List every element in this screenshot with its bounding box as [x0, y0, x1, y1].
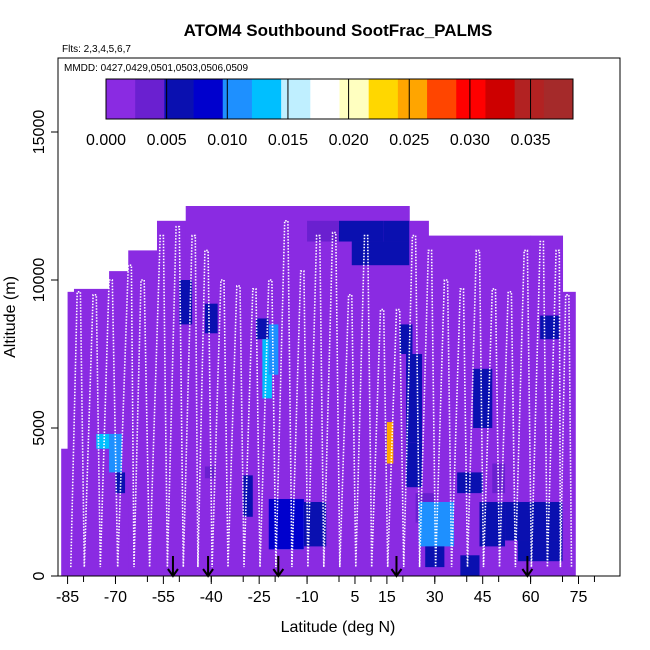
chart-title: ATOM4 Southbound SootFrac_PALMS	[184, 21, 493, 40]
y-axis-label: Altitude (m)	[2, 276, 19, 358]
colorbar-tick-label-2: 0.010	[207, 132, 247, 149]
heat-cell-11	[268, 499, 304, 550]
colorbar-tick-label-1: 0.005	[147, 132, 187, 149]
x-tick-label-7: 15	[378, 589, 396, 606]
heat-cell-0	[96, 433, 110, 449]
x-tick-label-10: 60	[522, 589, 540, 606]
colorbar-swatch-10	[397, 79, 428, 119]
colorbar-tick-label-6: 0.030	[450, 132, 490, 149]
colorbar-swatch-13	[485, 79, 516, 119]
x-tick-label-8: 30	[426, 589, 444, 606]
colorbar-swatch-12	[456, 79, 486, 119]
heat-cell-14	[339, 220, 384, 242]
x-tick-label-4: -25	[248, 589, 271, 606]
coverage-cell-3	[109, 271, 129, 576]
heat-cell-9	[268, 324, 279, 375]
y-tick-label-1: 5000	[31, 410, 48, 446]
flight-profile-path	[70, 220, 573, 568]
heat-cell-31	[460, 555, 480, 576]
x-tick-label-11: 75	[570, 589, 588, 606]
colorbar-swatch-1	[135, 79, 165, 119]
heat-cell-16	[351, 241, 410, 266]
colorbar-tick-label-0: 0.000	[86, 132, 126, 149]
heat-cell-15	[383, 220, 410, 242]
colorbar-swatch-7	[310, 79, 340, 119]
colorbar-tick-label-5: 0.025	[389, 132, 429, 149]
colorbar: 0.000 0.005 0.010 0.015 0.020 0.025 0.030 0.035	[86, 78, 574, 149]
colorbar-swatch-3	[193, 79, 224, 119]
heat-cell-29	[517, 540, 563, 562]
coverage-cell-10	[562, 291, 576, 576]
coverage-cell-0	[61, 448, 69, 576]
x-axis: -85 -70 -55 -40 -25 -10 5 15 30 45 60 75	[56, 576, 595, 606]
heat-cell-17	[399, 324, 413, 354]
colorbar-swatch-8	[339, 79, 370, 119]
colorbar-tick-label-7: 0.035	[511, 132, 551, 149]
x-tick-label-1: -70	[104, 589, 127, 606]
heat-cell-25	[473, 368, 493, 428]
colorbar-swatch-15	[543, 79, 574, 119]
heat-cell-30	[540, 315, 560, 340]
colorbar-swatch-9	[368, 79, 399, 119]
x-tick-label-3: -40	[200, 589, 223, 606]
coverage-cell-4	[128, 250, 158, 576]
colorbar-swatch-11	[427, 79, 457, 119]
y-tick-label-3: 15000	[31, 110, 48, 155]
heat-cell-3	[179, 280, 193, 325]
colorbar-tick-label-3: 0.015	[268, 132, 308, 149]
heat-cell-6	[243, 475, 253, 517]
heat-cell-19	[406, 442, 423, 488]
y-axis: 0 5000 10000 15000	[31, 110, 58, 580]
heat-cell-7	[255, 318, 269, 340]
colorbar-swatch-2	[164, 79, 194, 119]
x-tick-label-9: 45	[474, 589, 492, 606]
x-tick-label-2: -55	[152, 589, 175, 606]
heat-cell-4	[204, 303, 218, 334]
y-tick-label-0: 0	[31, 571, 48, 580]
y-tick-label-2: 10000	[31, 258, 48, 303]
heat-cell-5	[204, 466, 215, 479]
coverage-cell-1	[67, 291, 75, 576]
heat-cell-24	[457, 472, 483, 494]
x-tick-label-0: -85	[56, 589, 79, 606]
x-tick-label-5: -10	[296, 589, 319, 606]
heat-cell-13	[307, 220, 339, 242]
heat-cell-18	[406, 354, 423, 443]
x-axis-label: Latitude (deg N)	[281, 619, 396, 636]
x-tick-label-6: 5	[351, 589, 360, 606]
colorbar-swatch-0	[106, 79, 136, 119]
flights-note: Flts: 2,3,4,5,6,7	[62, 44, 131, 55]
flight-profiles-layer	[70, 220, 573, 568]
dates-note: MMDD: 0427,0429,0501,0503,0506,0509	[64, 63, 248, 74]
colorbar-swatch-6	[281, 79, 311, 119]
heat-cell-1	[109, 433, 122, 473]
heat-cell-2	[115, 472, 126, 494]
colorbar-tick-label-4: 0.020	[329, 132, 369, 149]
colorbar-swatch-5	[251, 79, 282, 119]
heat-cell-8	[262, 339, 272, 399]
heat-cell-20	[386, 422, 394, 464]
colorbar-swatch-14	[514, 79, 545, 119]
